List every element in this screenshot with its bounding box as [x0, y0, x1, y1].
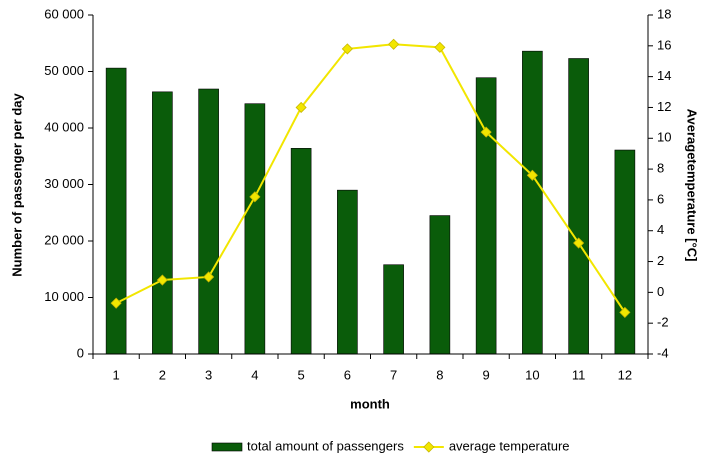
line	[115, 43, 626, 313]
line-marker	[203, 271, 215, 283]
x-tick-label: 2	[159, 367, 166, 382]
bar	[337, 189, 358, 355]
x-tick-label: 4	[251, 367, 258, 382]
line-marker	[110, 297, 122, 309]
y-tick-label: 0	[77, 345, 84, 360]
legend-label: average temperature	[449, 438, 570, 453]
y-axis-label: Number of passenger per day	[9, 92, 24, 276]
x-tick-label: 5	[298, 367, 305, 382]
line-marker	[249, 191, 261, 203]
x-tick-label: 7	[390, 367, 397, 382]
x-tick-label: 9	[483, 367, 490, 382]
line-marker	[295, 101, 307, 114]
line-marker	[156, 274, 168, 286]
y2-tick-label: 2	[657, 253, 664, 268]
x-tick-label: 1	[113, 367, 120, 382]
y-tick-label: 20 000	[44, 232, 84, 247]
bar	[429, 215, 451, 355]
y2-tick-label: 16	[657, 37, 671, 52]
line-marker	[341, 43, 353, 55]
y-tick-label: 10 000	[44, 289, 84, 304]
bar	[198, 88, 219, 355]
bar	[244, 103, 266, 355]
line-marker	[388, 38, 400, 50]
bar	[152, 91, 173, 355]
y2-tick-label: 8	[657, 161, 664, 176]
bar	[290, 148, 312, 355]
y2-tick-label: -4	[657, 345, 669, 360]
y2-tick-label: 6	[657, 191, 664, 206]
y2-tick-label: 0	[657, 284, 664, 299]
y-tick-label: 60 000	[44, 6, 84, 21]
x-axis-label: month	[350, 396, 390, 411]
y-tick-label: 50 000	[44, 63, 84, 78]
y-tick-label: 30 000	[44, 176, 84, 191]
legend-label: total amount of passengers	[247, 438, 404, 453]
line-marker	[526, 169, 538, 181]
bar	[383, 264, 404, 355]
y2-tick-label: -2	[657, 315, 669, 330]
y2-tick-label: 10	[657, 130, 671, 145]
bar	[568, 58, 589, 355]
line-marker	[619, 306, 631, 318]
legend-swatch	[211, 442, 243, 452]
legend-marker	[423, 441, 435, 453]
bar	[105, 67, 127, 355]
x-tick-label: 8	[436, 367, 443, 382]
bar	[522, 50, 543, 355]
bar	[614, 149, 636, 355]
line-marker	[434, 41, 446, 53]
x-tick-label: 11	[572, 367, 586, 382]
x-tick-label: 3	[205, 367, 212, 382]
y2-tick-label: 18	[657, 6, 671, 21]
x-tick-label: 6	[344, 367, 351, 382]
line-marker	[480, 126, 492, 138]
y-tick-label: 40 000	[44, 119, 84, 134]
y2-axis-label: Averagetemperature [°C]	[685, 109, 700, 262]
line-marker	[573, 237, 585, 249]
y2-tick-label: 4	[657, 222, 664, 237]
y2-tick-label: 12	[657, 99, 671, 114]
y2-tick-label: 14	[657, 68, 671, 83]
x-tick-label: 10	[525, 367, 539, 382]
x-tick-label: 12	[618, 367, 632, 382]
